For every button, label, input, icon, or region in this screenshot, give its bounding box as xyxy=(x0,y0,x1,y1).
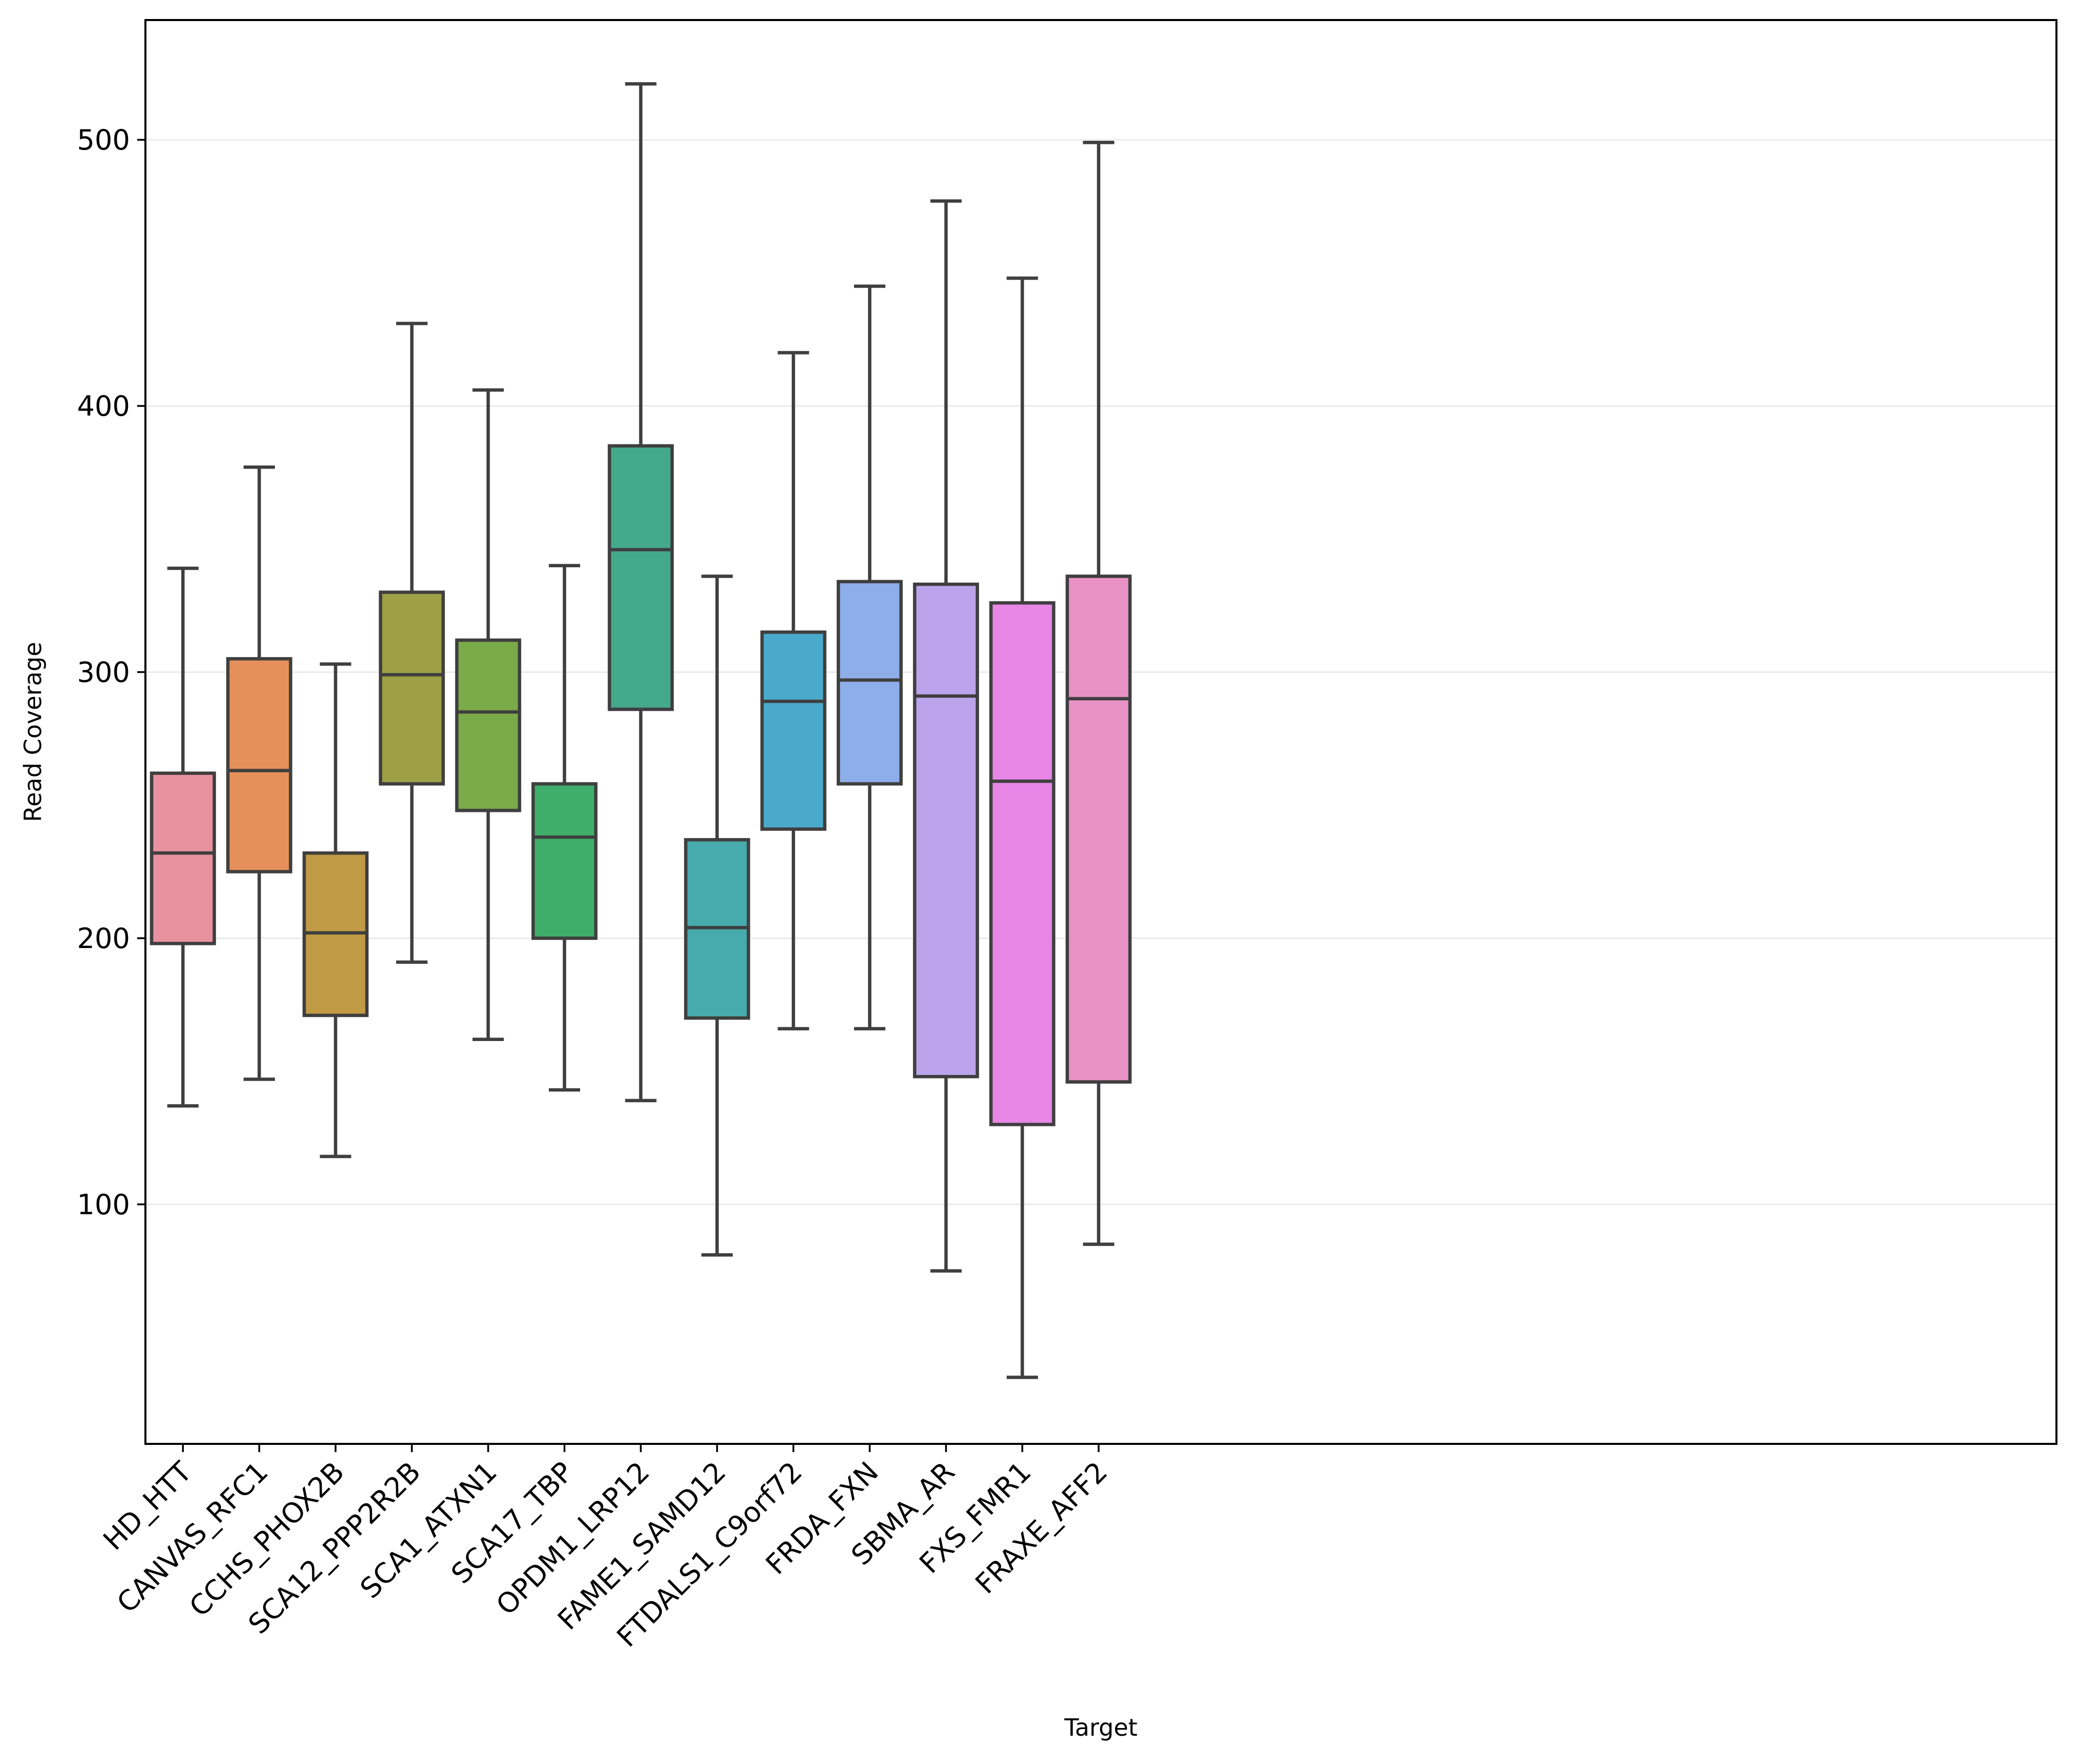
box-SCA1_ATXN1 xyxy=(455,388,522,1041)
y-tick-label: 300 xyxy=(77,656,130,689)
box-CCHS_PHOX2B xyxy=(302,662,369,1158)
x-axis-title: Target xyxy=(1064,1714,1137,1741)
box-FRDA_FXN xyxy=(837,284,903,1031)
y-tick-label: 500 xyxy=(77,124,130,156)
iqr-box xyxy=(913,582,979,1079)
box-SCA17_TBP xyxy=(531,564,598,1092)
boxes xyxy=(150,82,1132,1379)
iqr-box xyxy=(379,590,445,786)
iqr-box xyxy=(607,444,674,711)
box-FRAXE_AFF2 xyxy=(1065,141,1132,1246)
box-CANVAS_RFC1 xyxy=(226,465,292,1081)
iqr-box xyxy=(760,630,827,831)
box-FXS_FMR1 xyxy=(989,276,1055,1379)
box-FTDALS1_C9orf72 xyxy=(760,351,827,1031)
y-axis: 100 200 300 400 500 xyxy=(77,124,145,1221)
y-tick-label: 100 xyxy=(77,1189,130,1221)
box-SBMA_AR xyxy=(913,199,979,1273)
box-FAME1_SAMD12 xyxy=(684,574,750,1257)
y-tick-label: 400 xyxy=(77,390,130,422)
iqr-box xyxy=(989,601,1055,1126)
box-SCA12_PPP2R2B xyxy=(379,322,445,964)
iqr-box xyxy=(837,580,903,786)
y-axis-title: Read Coverage xyxy=(19,642,47,822)
iqr-box xyxy=(531,782,598,940)
iqr-box xyxy=(226,657,292,874)
y-tick-label: 200 xyxy=(77,922,130,955)
iqr-box xyxy=(455,638,522,812)
box-OPDM1_LRP12 xyxy=(607,82,674,1103)
box-HD_HTT xyxy=(150,566,216,1108)
plot-frame xyxy=(144,19,2057,1445)
iqr-box xyxy=(1065,574,1132,1084)
iqr-box xyxy=(150,771,216,945)
